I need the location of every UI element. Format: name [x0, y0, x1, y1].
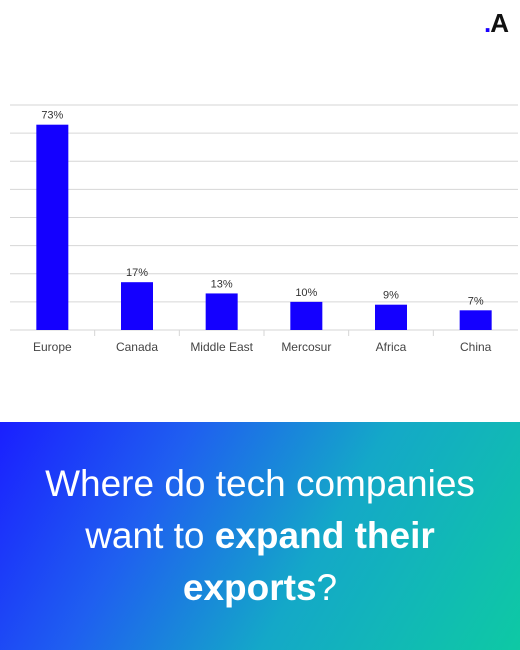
bar-china [459, 310, 492, 330]
headline-part1: Where do tech companies want to [45, 463, 475, 556]
bar-chart-svg: 73% Europe 17% Canada 13% Middle East 10% Merco… [10, 104, 518, 354]
bar-chart: 73% Europe 17% Canada 13% Middle East 10% Merco… [0, 95, 520, 365]
logo-dot: . [483, 8, 491, 38]
headline-text: Where do tech companies want to expand t… [0, 458, 520, 614]
category-label: Africa [376, 340, 407, 354]
data-label: 73% [41, 110, 63, 122]
brand-logo: .A [483, 8, 509, 39]
headline-bold-expand: expand their [214, 515, 435, 556]
headline-banner: Where do tech companies want to expand t… [0, 422, 520, 650]
data-label: 7% [468, 295, 484, 307]
data-label: 17% [126, 267, 148, 279]
data-label: 10% [295, 287, 317, 299]
category-label: Canada [116, 340, 158, 354]
headline-end: ? [316, 567, 338, 608]
category-label: China [460, 340, 492, 354]
category-label: Mercosur [281, 340, 331, 354]
data-label: 13% [211, 278, 233, 290]
data-label: 9% [383, 290, 399, 302]
bar-europe [36, 124, 69, 330]
category-label: Middle East [190, 340, 253, 354]
bar-canada [121, 282, 153, 330]
bar-middle-east [205, 293, 238, 330]
headline-bold-exports: exports [182, 567, 317, 608]
bar-mercosur [290, 301, 323, 330]
bar-africa [375, 304, 407, 330]
category-label: Europe [33, 340, 72, 354]
logo-letter: A [490, 8, 509, 38]
